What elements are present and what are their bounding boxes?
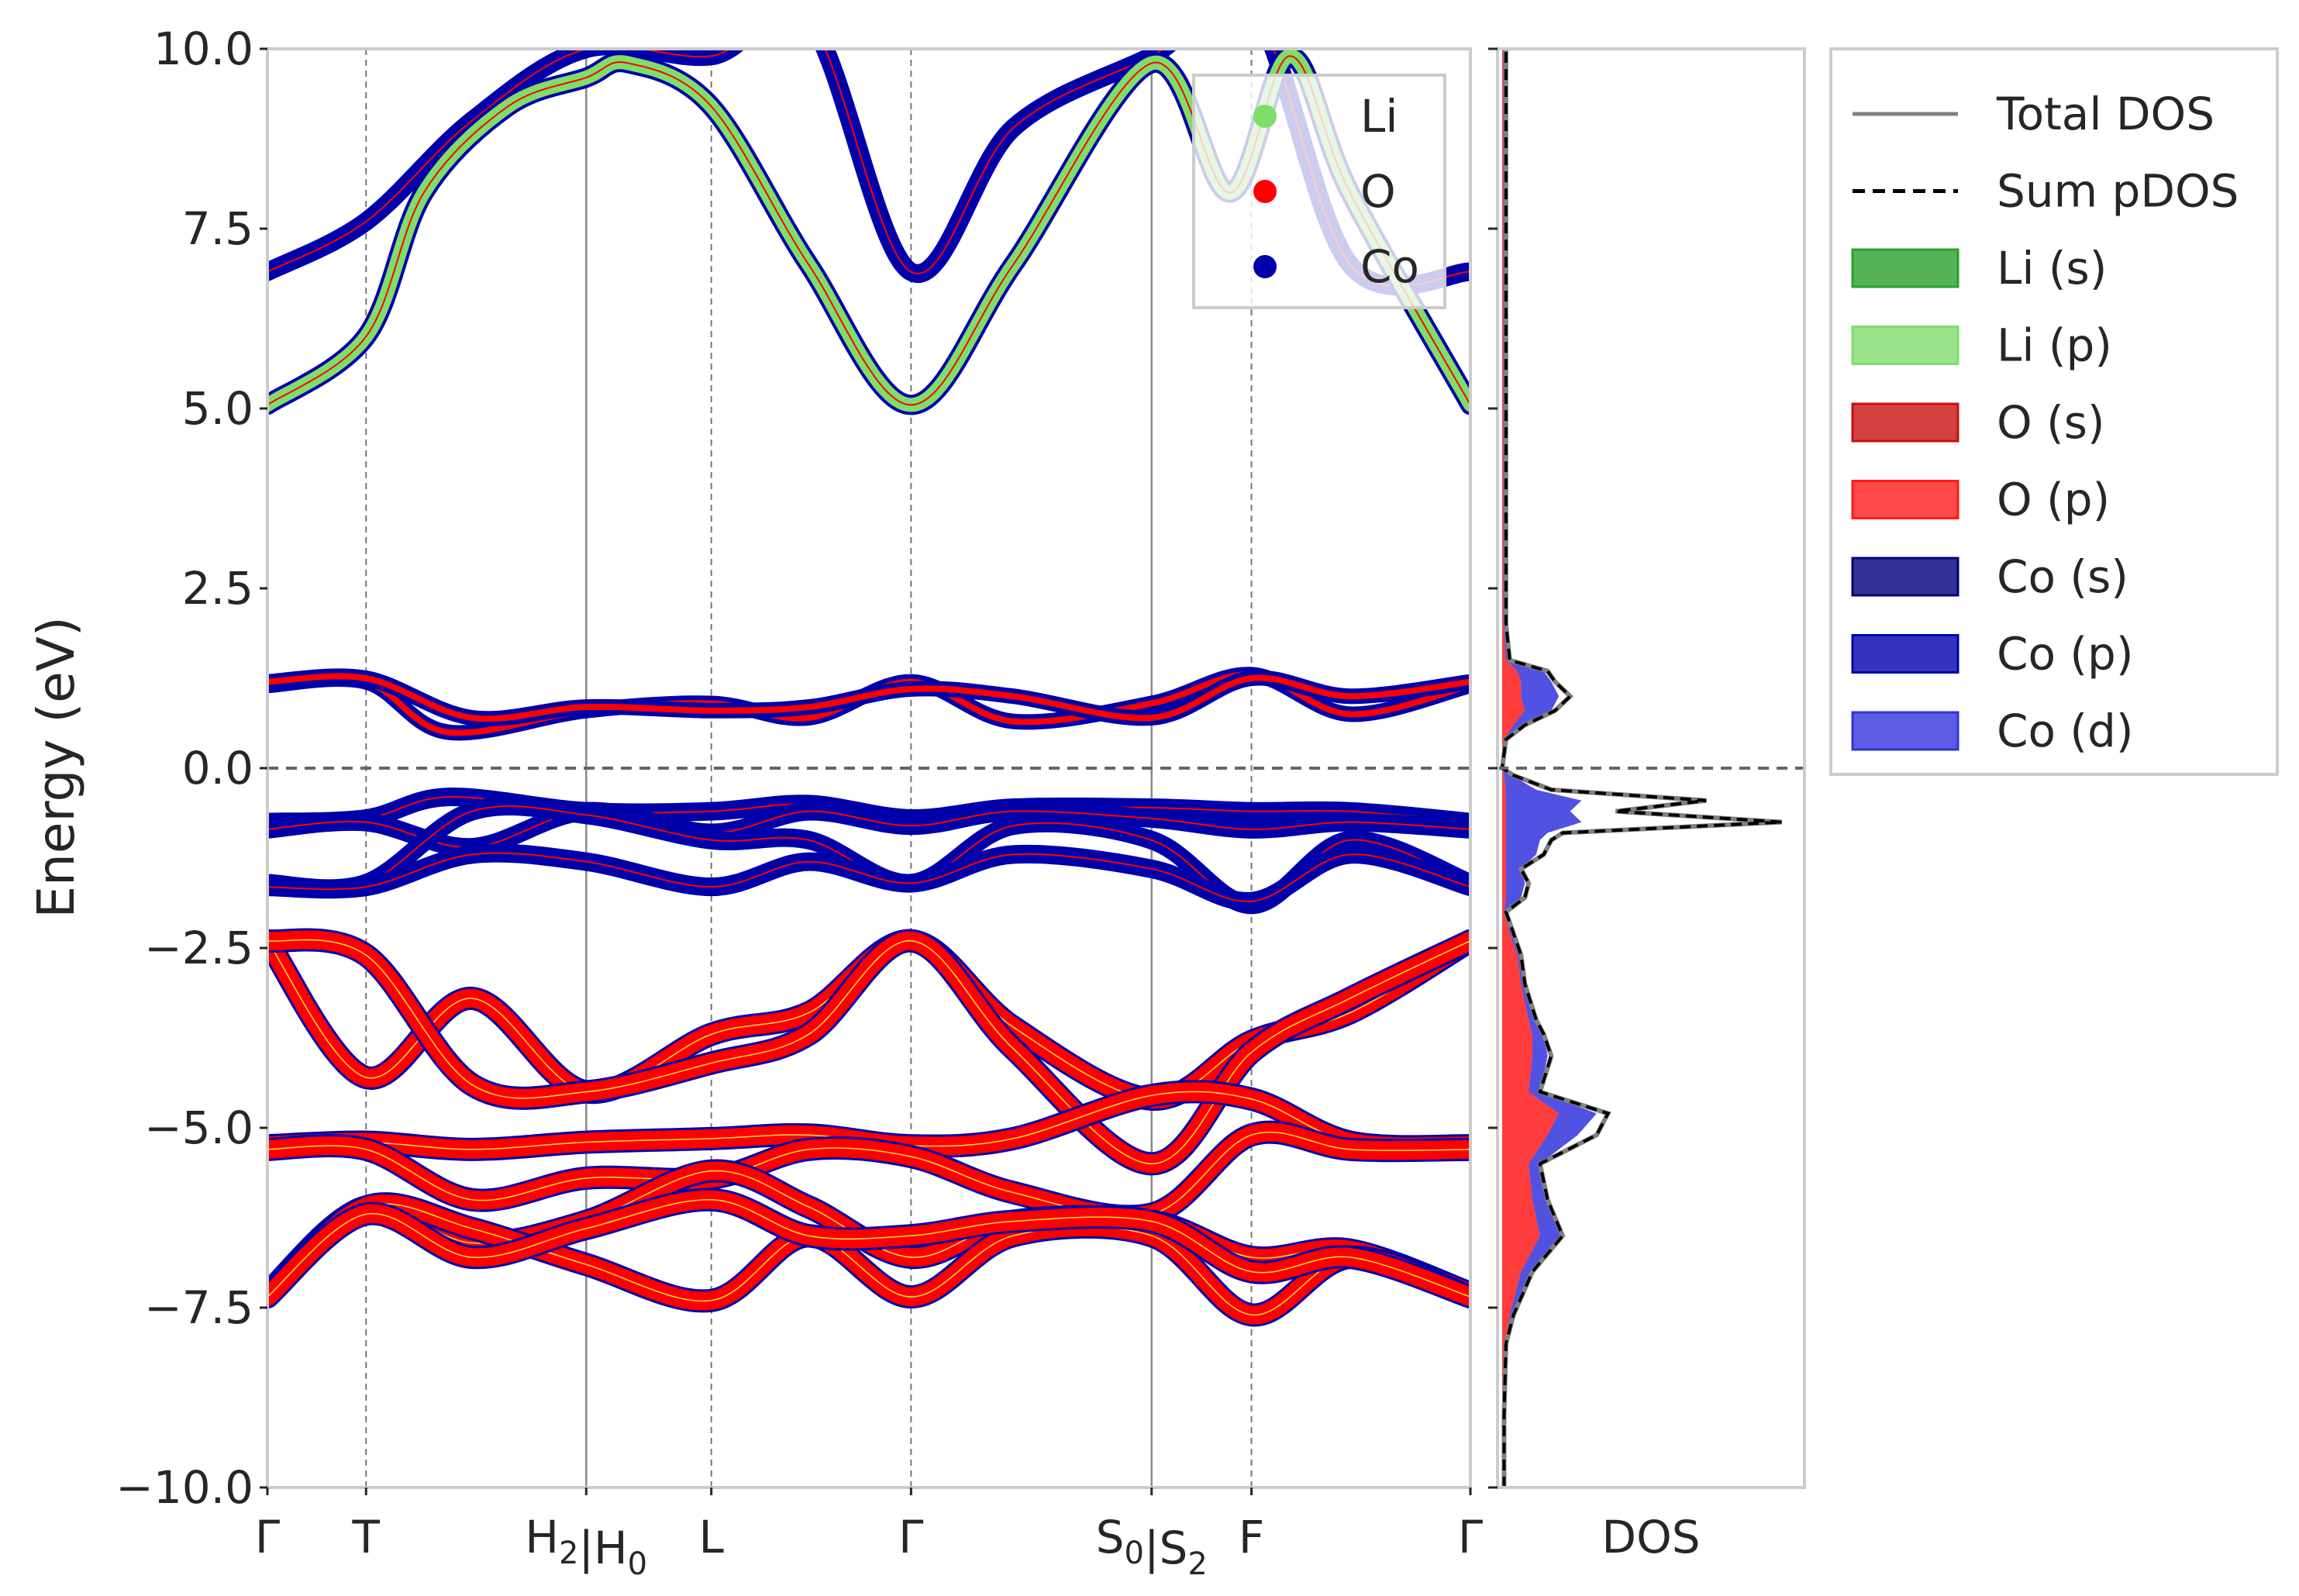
dos-axis-label: DOS [1601,1511,1700,1563]
y-tick-label: −10.0 [115,1461,253,1514]
legend-label: Li (p) [1997,319,2112,372]
band-line [267,668,1470,727]
x-ticks: Γ T H2|H0 L Γ S0|S2 F Γ [255,1487,1483,1582]
dos-legend: Total DOS Sum pDOS Li (s) Li (p) O (s) O (p) C… [1829,47,2279,776]
dos-y-ticks [1488,47,1498,1489]
element-legend-frame [1192,74,1446,309]
kpoint-label: Γ [1458,1511,1483,1563]
legend-patch [1851,557,1959,597]
dos-area [1502,49,1560,1487]
band-line [267,1120,1470,1229]
legend-marker [1253,255,1277,278]
legend-patch [1851,326,1959,365]
y-tick-label: 2.5 [182,562,253,615]
kpoint-label: Γ [255,1511,280,1563]
dos-sum-line [1500,49,1782,1487]
legend-marker [1253,105,1277,128]
kpoint-label: Γ [898,1511,923,1563]
y-tick-label: −7.5 [144,1281,253,1334]
y-tick-label: 0.0 [182,742,253,795]
band-line [267,49,1470,415]
legend-label: Sum pDOS [1997,165,2239,218]
legend-patch [1851,402,1959,443]
dos-panel: DOS [1488,47,1806,1563]
legend-label: Co [1360,240,1419,293]
legend-patch [1851,248,1959,288]
y-tick-label: 7.5 [182,202,253,255]
y-ticks: 10.0 7.5 5.0 2.5 0.0 −2.5 −5.0 −7.5 −10.0 [115,22,267,1514]
band-line [267,843,1470,911]
element-legend: Li O Co [1192,74,1446,309]
legend-patch [1851,634,1959,674]
y-tick-label: −5.0 [144,1101,253,1154]
y-tick-label: 10.0 [153,22,253,75]
legend-label: Co (s) [1997,550,2128,603]
legend-label: Co (d) [1997,705,2134,757]
y-axis-title: Energy (eV) [26,616,86,918]
legend-marker [1253,180,1277,203]
kpoint-label: L [699,1511,724,1563]
legend-label: Co (p) [1997,628,2134,681]
kpoint-label: S0|S2 [1096,1511,1208,1582]
dos-areas [1499,49,1782,1487]
band-structure-panel: 10.0 7.5 5.0 2.5 0.0 −2.5 −5.0 −7.5 −10.0 Γ T H2|H… [26,22,1483,1582]
kpoint-label: T [352,1511,381,1563]
band-curves [267,49,1470,1327]
legend-label: O (s) [1997,396,2105,449]
kpoint-label: H2|H0 [525,1511,647,1582]
band-line [267,1192,1470,1327]
legend-label: O (p) [1997,474,2110,526]
legend-label: Total DOS [1996,88,2215,140]
y-tick-label: 5.0 [182,382,253,435]
legend-label: Li [1360,90,1398,143]
band-line [267,928,1470,1176]
band-line [267,1188,1470,1309]
y-tick-label: −2.5 [144,922,253,974]
legend-label: Li (s) [1997,242,2107,295]
kpoint-label: F [1239,1511,1264,1563]
legend-patch [1851,711,1959,751]
dos-area [1502,49,1597,1487]
legend-patch [1851,480,1959,519]
legend-label: O [1360,165,1396,218]
